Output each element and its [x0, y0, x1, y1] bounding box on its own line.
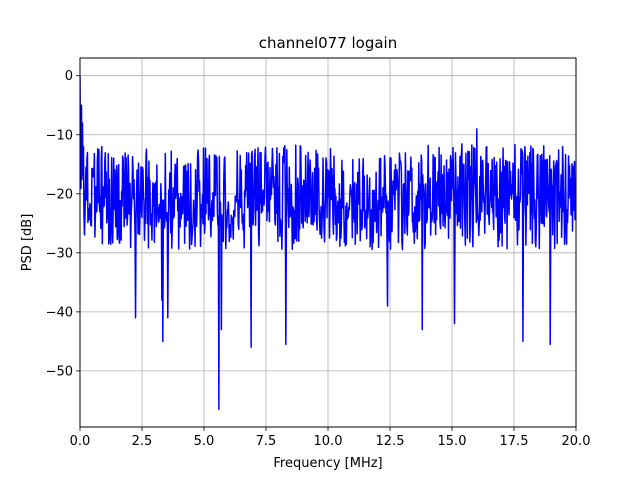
- x-tick-label: 15.0: [438, 434, 467, 449]
- x-tick-label: 20.0: [562, 434, 591, 449]
- y-axis-label: PSD [dB]: [20, 214, 35, 272]
- plot-area: [80, 75, 576, 411]
- ticks: 0.0 2.5 5.0 7.5 10.0 12.5 15.0 17.5 20.0 0 −10 −20 −…: [46, 69, 591, 449]
- x-axis-label: Frequency [MHz]: [273, 456, 382, 471]
- y-tick-label: 0: [65, 69, 73, 84]
- y-tick-label: −30: [46, 246, 73, 261]
- x-tick-label: 17.5: [500, 434, 529, 449]
- x-tick-label: 2.5: [132, 434, 153, 449]
- x-tick-label: 10.0: [314, 434, 343, 449]
- x-tick-label: 12.5: [376, 434, 405, 449]
- y-tick-label: −10: [46, 128, 73, 143]
- x-tick-label: 0.0: [70, 434, 91, 449]
- psd-series-line: [80, 75, 576, 411]
- x-tick-label: 5.0: [194, 434, 215, 449]
- y-tick-label: −20: [46, 187, 73, 202]
- x-tick-label: 7.5: [256, 434, 277, 449]
- y-tick-label: −50: [46, 364, 73, 379]
- y-tick-label: −40: [46, 305, 73, 320]
- chart-title: channel077 logain: [259, 34, 398, 52]
